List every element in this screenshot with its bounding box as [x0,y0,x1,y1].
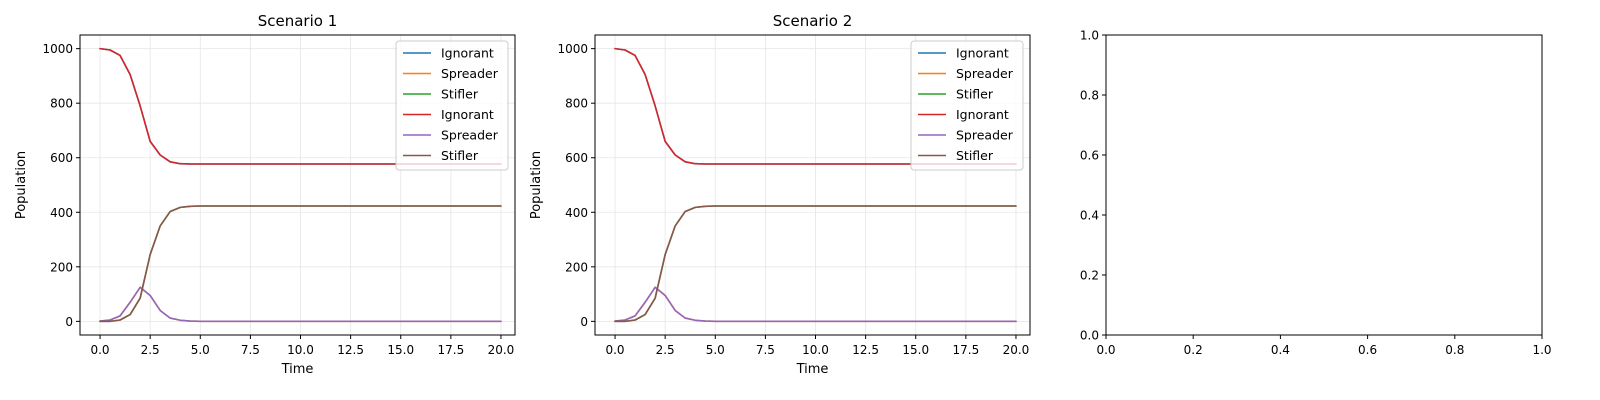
axes-frame [79,34,516,336]
x-axis-label: Time [796,362,829,377]
x-tick-label: 5.0 [191,343,210,357]
x-tick-label: 15.0 [902,343,929,357]
legend-entry: Stifler [956,148,994,163]
y-tick-label: 0 [65,315,73,329]
y-tick-label: 0.6 [1080,149,1099,163]
legend-entry: Spreader [956,66,1014,81]
x-tick-label: 0.0 [1096,343,1115,357]
y-tick-label: 200 [565,260,588,274]
y-tick-label: 600 [50,151,73,165]
x-tick-label: 0.0 [90,343,109,357]
x-tick-label: 2.5 [141,343,160,357]
x-tick-label: 10.0 [802,343,829,357]
series-line-stifler-5 [614,205,1017,323]
x-tick-label: 20.0 [1003,343,1030,357]
legend-entry: Spreader [441,128,499,143]
x-tick-label: 12.5 [337,343,364,357]
legend-entry: Stifler [441,148,479,163]
axes-frame [1105,34,1543,336]
series-line-ignorant-3 [614,47,1017,165]
series-line-spreader-4 [614,286,1017,323]
y-tick-label: 0 [580,315,588,329]
y-tick-label: 400 [565,206,588,220]
x-tick-label: 17.5 [437,343,464,357]
y-tick-label: 800 [50,97,73,111]
x-tick-label: 17.5 [952,343,979,357]
legend-entry: Spreader [956,128,1014,143]
y-tick-label: 0.0 [1080,329,1099,343]
y-axis-label: Population [14,151,29,219]
chart-title: Scenario 2 [773,12,853,30]
series-line-ignorant-3 [99,47,502,165]
chart-panel-3: 0.0 0.2 0.4 0.6 0.8 1.0 0.0 0.2 0.4 0.6 0.8 1.0 [1080,29,1552,358]
y-tick-label: 200 [50,260,73,274]
legend-entry: Spreader [441,66,499,81]
x-tick-label: 15.0 [387,343,414,357]
y-tick-label: 0.4 [1080,209,1099,223]
x-tick-label: 20.0 [488,343,515,357]
legend-entry: Stifler [956,87,994,102]
x-tick-label: 12.5 [852,343,879,357]
y-tick-label: 1000 [557,42,588,56]
x-axis-label: Time [281,362,314,377]
legend: Ignorant Spreader Stifler Ignorant Spreader S… [910,40,1024,171]
y-tick-label: 600 [565,151,588,165]
chart-panel-2: 0.0 2.5 5.0 7.5 10.0 12.5 15.0 17.5 20.0 0 200 400 6… [529,12,1031,377]
series-line-spreader-4 [99,286,502,323]
y-tick-label: 1.0 [1080,29,1099,43]
axes-frame [594,34,1031,336]
legend: Ignorant Spreader Stifler Ignorant Spreader S… [395,40,509,171]
x-tick-label: 0.0 [605,343,624,357]
legend-entry: Ignorant [956,107,1009,122]
y-axis-label: Population [529,151,544,219]
legend-entry: Stifler [441,87,479,102]
legend-entry: Ignorant [956,46,1009,61]
x-tick-label: 0.2 [1184,343,1203,357]
series-line-stifler-5 [99,205,502,323]
y-tick-label: 400 [50,206,73,220]
y-tick-label: 800 [565,97,588,111]
x-tick-label: 2.5 [656,343,675,357]
x-tick-label: 1.0 [1532,343,1551,357]
x-tick-label: 0.6 [1358,343,1377,357]
x-tick-label: 0.8 [1445,343,1464,357]
legend-entry: Ignorant [441,107,494,122]
x-tick-label: 0.4 [1271,343,1290,357]
y-tick-label: 0.8 [1080,89,1099,103]
chart-title: Scenario 1 [258,12,338,30]
chart-panel-1: 0.0 2.5 5.0 7.5 10.0 12.5 15.0 17.5 20.0 0 200 400 6… [14,12,516,377]
x-tick-label: 10.0 [287,343,314,357]
x-tick-label: 7.5 [756,343,775,357]
y-tick-label: 0.2 [1080,269,1099,283]
y-tick-label: 1000 [42,42,73,56]
legend-entry: Ignorant [441,46,494,61]
x-tick-label: 7.5 [241,343,260,357]
x-tick-label: 5.0 [706,343,725,357]
